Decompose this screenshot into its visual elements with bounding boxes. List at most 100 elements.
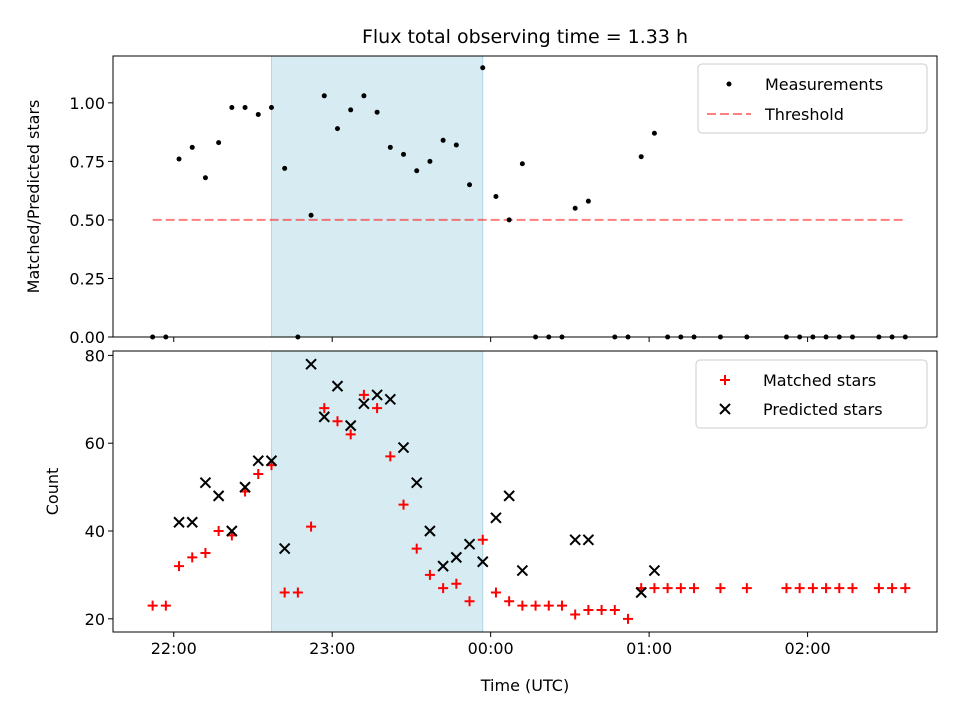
matched-star-marker — [438, 583, 449, 594]
predicted-star-marker — [397, 441, 410, 454]
matched-star-marker — [385, 451, 396, 462]
matched-star-marker — [720, 375, 730, 385]
bottom-y-axis-label: Count — [43, 468, 62, 516]
predicted-star-marker — [305, 358, 317, 370]
matched-star-marker — [570, 609, 581, 620]
measurement-point — [216, 140, 222, 146]
matched-star-marker — [477, 534, 488, 545]
bottom-legend: Matched stars Predicted stars — [695, 359, 928, 429]
measurement-point — [255, 112, 261, 118]
legend-measurement-marker — [726, 81, 732, 87]
measurement-point — [440, 137, 446, 143]
x-tick-label: 02:00 — [785, 639, 831, 658]
matched-star-marker — [675, 583, 686, 594]
predicted-star-marker — [437, 560, 449, 572]
predicted-star-marker — [199, 477, 212, 489]
legend-frame — [697, 63, 928, 134]
matched-star-marker — [873, 583, 884, 594]
matched-star-marker — [821, 583, 832, 594]
measurement-point — [361, 93, 367, 99]
measurement-point — [229, 105, 235, 111]
matched-star-marker — [530, 600, 541, 611]
matched-star-marker — [424, 569, 435, 580]
top-y-tick-label: 0.00 — [69, 328, 105, 347]
legend-label-predicted-stars: Predicted stars — [763, 400, 883, 419]
matched-star-marker — [834, 583, 845, 594]
matched-star-marker — [464, 596, 475, 607]
measurement-point — [374, 109, 380, 115]
top-y-tick-label: 0.25 — [69, 269, 105, 288]
bottom-panel-frame — [112, 350, 938, 633]
bottom-panel: 20 40 60 80 22:00 23:00 00:00 01:00 02:00 Time … — [43, 346, 938, 695]
predicted-star-marker — [635, 586, 647, 599]
top-legend: Measurements Threshold — [697, 63, 928, 134]
matched-star-marker — [807, 583, 818, 594]
matched-star-marker — [200, 547, 211, 558]
predicted-star-marker — [265, 455, 278, 467]
measurement-point — [427, 158, 433, 164]
matched-star-marker — [609, 605, 620, 616]
matched-star-marker — [649, 583, 660, 594]
matched-star-marker — [332, 416, 343, 427]
measurement-point — [282, 165, 288, 171]
matched-star-marker — [358, 389, 369, 400]
predicted-star-marker — [582, 534, 595, 546]
measurement-point — [321, 93, 327, 99]
matched-star-marker — [741, 583, 752, 594]
matched-star-marker — [689, 583, 700, 594]
matched-star-marker — [279, 587, 290, 598]
matched-star-marker — [543, 600, 554, 611]
measurement-point — [414, 168, 420, 174]
matched-star-marker — [253, 468, 264, 479]
measurement-point — [493, 194, 499, 199]
matched-star-marker — [900, 583, 911, 594]
matched-star-marker — [662, 583, 673, 594]
legend-predicted-marker — [719, 403, 731, 415]
matched-star-marker — [596, 605, 607, 616]
top-panel: 0.00 0.25 0.50 0.75 1.00 Flux total observin… — [24, 26, 938, 347]
bottom-y-tick-label: 80 — [85, 346, 105, 365]
chart-title: Flux total observing time = 1.33 h — [362, 26, 688, 48]
legend-frame — [695, 359, 928, 429]
measurement-point — [202, 175, 208, 181]
measurement-point — [506, 217, 512, 223]
measurement-point — [401, 151, 407, 157]
predicted-star-marker — [569, 534, 581, 546]
observing-window-shade-top — [270, 55, 484, 338]
x-tick-label: 22:00 — [151, 639, 197, 658]
matched-star-marker — [160, 600, 171, 611]
measurement-point — [585, 198, 591, 204]
matched-star-marker — [345, 429, 356, 440]
matched-star-marker — [623, 613, 633, 624]
matched-star-marker — [715, 583, 726, 594]
predicted-star-marker — [648, 564, 661, 577]
predicted-star-marker — [212, 490, 225, 502]
matched-star-marker — [306, 521, 317, 532]
matched-star-marker — [174, 561, 185, 572]
bottom-y-tick-label: 40 — [85, 522, 105, 541]
bottom-y-tick-label: 60 — [85, 434, 105, 453]
top-y-axis-label: Matched/Predicted stars — [24, 100, 43, 294]
matched-star-marker — [583, 605, 594, 616]
predicted-star-marker — [331, 380, 344, 392]
legend-label-threshold: Threshold — [764, 105, 844, 124]
top-y-tick-label: 0.75 — [69, 152, 105, 171]
predicted-star-marker — [239, 481, 251, 493]
observing-window-shade-bottom — [270, 350, 484, 633]
matched-star-marker — [847, 583, 858, 594]
measurement-point — [572, 205, 578, 211]
predicted-star-marker — [384, 393, 397, 406]
x-tick-label: 23:00 — [309, 639, 355, 658]
matched-star-marker — [319, 403, 330, 414]
measurement-point — [387, 144, 393, 150]
measurement-point — [242, 105, 248, 111]
matched-star-marker — [517, 600, 528, 611]
matched-star-marker — [887, 583, 898, 594]
predicted-star-marker — [516, 564, 529, 577]
matched-star-marker — [292, 587, 303, 598]
matched-star-marker — [372, 403, 383, 414]
predicted-star-marker — [278, 542, 291, 555]
top-y-tick-label: 0.50 — [69, 211, 105, 230]
predicted-star-marker — [477, 556, 489, 568]
